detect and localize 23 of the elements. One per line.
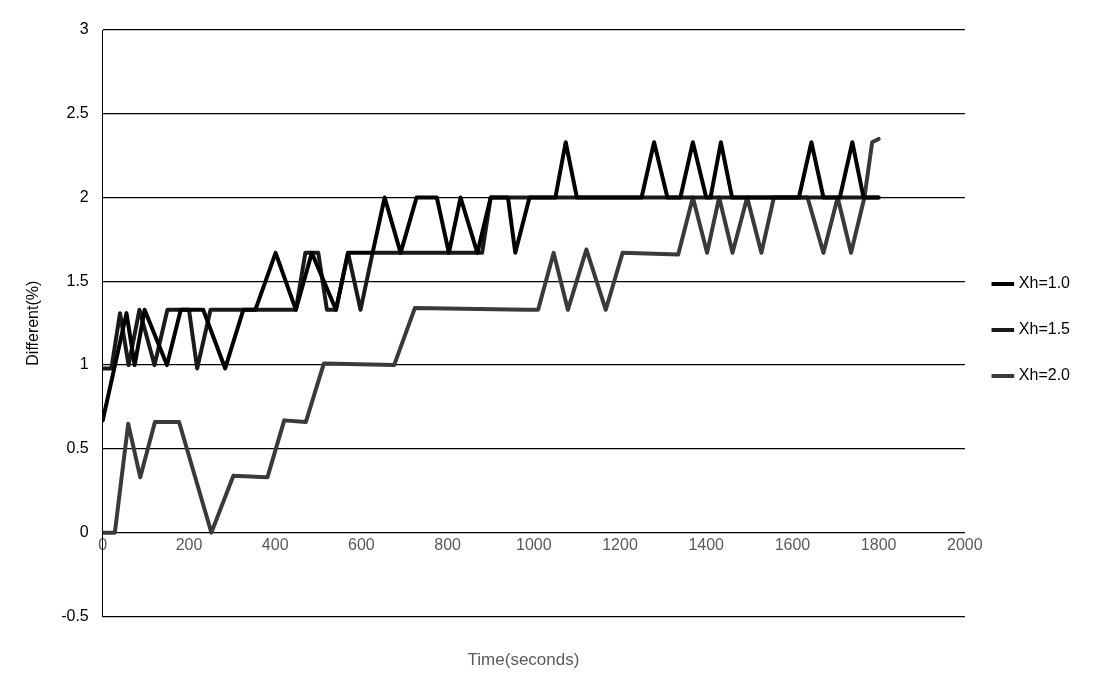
x-tick-label: 1800 xyxy=(860,535,897,553)
y-tick-label: 0 xyxy=(79,523,89,541)
x-tick-label: 800 xyxy=(434,535,462,553)
x-axis-title: Time(seconds) xyxy=(466,650,581,670)
y-tick-label: 0.5 xyxy=(66,439,89,457)
y-tick-label: 2.5 xyxy=(66,104,89,122)
y-tick-label: 2 xyxy=(79,187,89,205)
x-tick-label: 1000 xyxy=(516,535,552,553)
y-tick-label: 3 xyxy=(79,20,89,38)
legend-label: Xh=2.0 xyxy=(1018,366,1071,384)
y-axis-title: Different(%) xyxy=(24,280,42,366)
x-tick-label: 1400 xyxy=(688,535,725,553)
y-tick-label: 1 xyxy=(79,355,89,373)
x-tick-label: 1200 xyxy=(602,535,638,553)
x-tick-label: 600 xyxy=(348,535,375,553)
y-tick-label: 1.5 xyxy=(66,271,89,289)
x-tick-label: 200 xyxy=(175,535,203,553)
x-tick-label: 2000 xyxy=(947,535,983,553)
x-tick-label: 400 xyxy=(261,535,289,553)
legend-label: Xh=1.5 xyxy=(1018,320,1071,338)
y-tick-label: -0.5 xyxy=(61,606,89,624)
x-tick-label: 1600 xyxy=(774,535,811,553)
legend-label: Xh=1.0 xyxy=(1018,274,1071,292)
